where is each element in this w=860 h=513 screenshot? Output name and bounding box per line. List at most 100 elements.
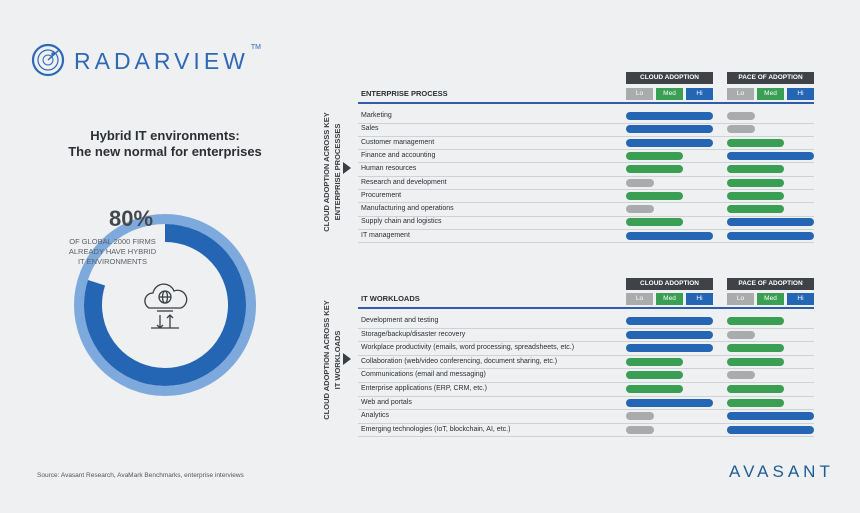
trademark: TM [250,44,261,51]
legend-lo: Lo [626,293,653,305]
legend-lo: Lo [626,88,653,100]
cloud-adoption-bar [626,151,684,160]
side-label-line2: ENTERPRISE PROCESSES [333,123,342,221]
headline-line1: Hybrid IT environments: [90,128,240,143]
pace-of-adoption-bar [727,165,785,174]
row-label: Collaboration (web/video conferencing, d… [361,357,558,365]
arrow-right-icon [343,162,351,174]
row-label: Procurement [361,191,402,199]
pace-of-adoption-bar [727,330,755,339]
side-label-line1: CLOUD ADOPTION ACROSS KEY [322,300,331,420]
row-divider [358,409,814,411]
row-label: Sales [361,125,379,133]
headline-line2: The new normal for enterprises [68,144,262,159]
row-label: Customer management [361,138,435,146]
row-divider [358,368,814,370]
legend-med: Med [656,88,683,100]
stat-percent: 80% [109,206,154,231]
row-divider [358,395,814,397]
cloud-adoption-bar [626,231,713,240]
legend-hi: Hi [686,293,713,305]
cloud-adoption-bar [626,398,713,407]
header-pace-of-adoption: PACE OF ADOPTION [727,72,814,84]
cloud-adoption-bar [626,330,713,339]
pace-of-adoption-bar [727,385,785,393]
pace-of-adoption-bar [727,425,814,434]
cloud-adoption-bar [626,165,684,174]
cloud-adoption-bar [626,178,654,187]
row-divider [358,228,814,230]
header-cloud-adoption: CLOUD ADOPTION [626,72,713,84]
cloud-adoption-bar [626,191,684,200]
legend-hi: Hi [787,293,814,305]
row-divider [358,422,814,424]
row-divider [358,215,814,217]
row-divider [358,122,814,124]
legend-med: Med [656,293,683,305]
row-label: Marketing [361,112,392,119]
pace-of-adoption-bar [727,205,785,214]
section-title-workloads: IT WORKLOADS [361,294,420,303]
pace-of-adoption-bar [727,178,785,187]
pace-of-adoption-bar [727,151,814,160]
pace-of-adoption-bar [727,371,755,380]
donut-chart [74,214,256,396]
cloud-adoption-bar [626,218,684,227]
row-divider [358,162,814,164]
row-divider [358,135,814,137]
row-divider [358,436,814,438]
brand-name: RADARVIEW TM [74,44,261,74]
row-divider [358,202,814,204]
pace-of-adoption-bar [727,191,785,200]
pace-of-adoption-bar [727,125,755,134]
pace-of-adoption-bar [727,412,814,421]
cloud-adoption-bar [626,317,713,325]
row-divider [358,341,814,343]
radarview-logo [31,43,65,77]
stat-desc-line3: IT ENVIRONMENTS [77,257,148,266]
row-label: Enterprise applications (ERP, CRM, etc.) [361,385,487,392]
row-label: Web and portals [361,398,412,406]
legend-hi: Hi [787,88,814,100]
row-label: Communications (email and messaging) [361,371,486,379]
pace-of-adoption-bar [727,231,814,240]
header-pace-of-adoption: PACE OF ADOPTION [727,278,814,290]
row-label: Storage/backup/disaster recovery [361,330,466,338]
row-label: Manufacturing and operations [361,205,454,213]
stat-description: OF GLOBAL 2000 FIRMS ALREADY HAVE HYBRID… [60,237,165,267]
cloud-adoption-bar [626,425,654,434]
stat-desc-line1: OF GLOBAL 2000 FIRMS [69,237,156,246]
row-label: Emerging technologies (IoT, blockchain, … [361,425,511,433]
row-divider [358,175,814,177]
pace-of-adoption-bar [727,112,755,120]
donut-value-arc [84,224,246,386]
cloud-adoption-bar [626,112,713,120]
cloud-adoption-bar [626,371,684,380]
row-label: Supply chain and logistics [361,218,442,226]
side-label-line1: CLOUD ADOPTION ACROSS KEY [322,112,331,232]
cloud-adoption-bar [626,357,684,366]
row-divider [358,242,814,244]
legend-hi: Hi [686,88,713,100]
source-note: Source: Avasant Research, AvaMark Benchm… [37,472,244,479]
side-label-line2: IT WORKLOADS [333,330,342,390]
section-rule [358,102,814,104]
row-label: Research and development [361,178,447,186]
cloud-network-icon [144,283,188,329]
row-divider [358,381,814,383]
pace-of-adoption-bar [727,218,814,227]
cloud-adoption-bar [626,412,654,421]
pace-of-adoption-bar [727,357,785,366]
row-divider [358,354,814,356]
arrow-right-icon [343,353,351,365]
row-label: Workplace productivity (emails, word pro… [361,344,575,352]
pace-of-adoption-bar [727,398,785,407]
legend-med: Med [757,88,784,100]
section-title-enterprise: ENTERPRISE PROCESS [361,89,448,98]
legend-lo: Lo [727,88,754,100]
row-label: IT management [361,231,410,239]
cloud-adoption-bar [626,344,713,353]
cloud-adoption-bar [626,138,713,147]
row-divider [358,149,814,151]
header-cloud-adoption: CLOUD ADOPTION [626,278,713,290]
